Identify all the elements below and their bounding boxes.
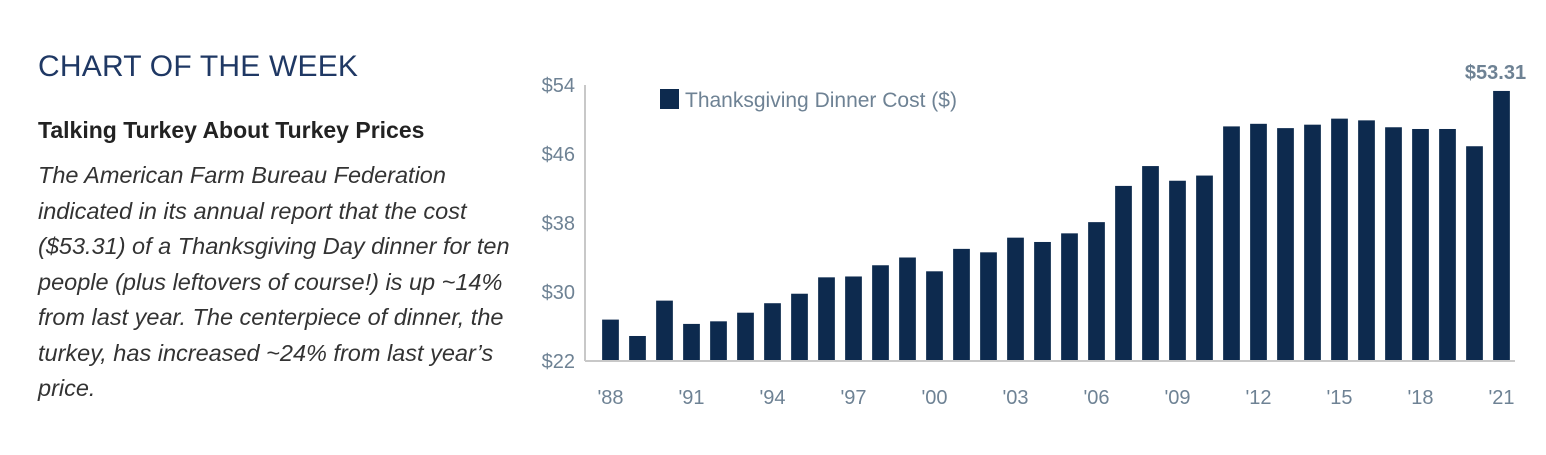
bar (899, 257, 916, 361)
y-tick-label: $38 (542, 213, 575, 235)
bar (791, 293, 808, 361)
article-title: Talking Turkey About Turkey Prices (38, 117, 425, 143)
bar (926, 271, 943, 361)
bar (1061, 233, 1078, 361)
y-tick-label: $46 (542, 144, 575, 166)
y-tick-label: $30 (542, 282, 575, 304)
x-tick-label: '97 (840, 387, 866, 409)
x-tick-label: '03 (1002, 387, 1028, 409)
bar (1169, 180, 1186, 361)
bar-chart: $54 $46 $38 $30 $22 '88 '91 '94 '97 '00 '03 '06 '09 '… (542, 62, 1526, 409)
bar (1007, 237, 1024, 361)
article-body: The American Farm Bureau Federation indi… (38, 162, 510, 401)
legend-swatch (660, 89, 679, 109)
bar (1304, 124, 1321, 361)
bar (1277, 128, 1294, 361)
bar (1358, 120, 1375, 361)
y-tick-label: $54 (542, 75, 575, 97)
y-tick-label: $22 (542, 351, 575, 373)
bar (1331, 118, 1348, 361)
x-tick-label: '12 (1245, 387, 1271, 409)
bar (1115, 185, 1132, 361)
bar (1385, 127, 1402, 361)
bar (953, 248, 970, 361)
bar (1493, 90, 1510, 362)
bar (1223, 126, 1240, 362)
x-tick-label: '21 (1488, 387, 1514, 409)
bar (683, 323, 700, 361)
bar (656, 300, 673, 361)
x-tick-label: '94 (759, 387, 785, 409)
legend-label: Thanksgiving Dinner Cost ($) (685, 89, 957, 112)
bar (1250, 123, 1267, 361)
bar (980, 252, 997, 361)
x-tick-label: '15 (1326, 387, 1352, 409)
x-tick-label: '91 (678, 387, 704, 409)
bar (1466, 146, 1483, 361)
x-tick-label: '09 (1164, 387, 1190, 409)
bar (845, 276, 862, 361)
bar (737, 312, 754, 361)
bar (1088, 222, 1105, 361)
x-tick-label: '00 (921, 387, 947, 409)
bar (764, 303, 781, 361)
bar (1034, 241, 1051, 361)
value-annotation: $53.31 (1465, 62, 1526, 84)
bar (1412, 128, 1429, 361)
x-tick-label: '06 (1083, 387, 1109, 409)
x-tick-label: '88 (597, 387, 623, 409)
bar (872, 265, 889, 361)
section-heading: CHART OF THE WEEK (38, 50, 359, 83)
bar (1142, 166, 1159, 361)
bar (818, 277, 835, 361)
bar (1439, 128, 1456, 361)
x-tick-label: '18 (1407, 387, 1433, 409)
bar (710, 321, 727, 361)
bar (629, 335, 646, 361)
bar (602, 319, 619, 361)
bar (1196, 175, 1213, 361)
